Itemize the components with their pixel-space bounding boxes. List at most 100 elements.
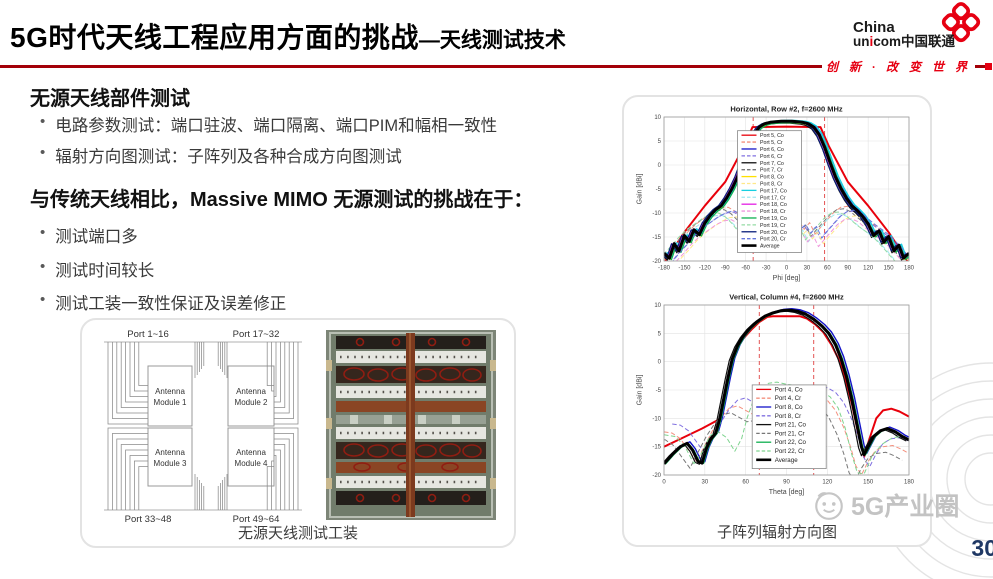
coil-row bbox=[343, 337, 482, 503]
chart-series bbox=[664, 308, 909, 475]
bullet-item: • 测试时间较长 bbox=[40, 257, 154, 281]
svg-text:Port 8, Cr: Port 8, Cr bbox=[760, 181, 783, 187]
svg-text:Port 8, Co: Port 8, Co bbox=[775, 404, 803, 411]
section2-heading: 与传统天线相比，Massive MIMO 无源测试的挑战在于： bbox=[30, 189, 534, 211]
svg-text:180: 180 bbox=[904, 266, 915, 272]
svg-text:Horizontal, Row #2, f=2600 MHz: Horizontal, Row #2, f=2600 MHz bbox=[730, 105, 843, 114]
page-title-main: 5G时代天线工程应用方面的挑战 bbox=[10, 22, 419, 53]
svg-text:Port 6, Cr: Port 6, Cr bbox=[760, 154, 783, 160]
svg-text:Port 1~16: Port 1~16 bbox=[127, 329, 168, 340]
watermark-5g: 5G产业圈 bbox=[812, 487, 959, 523]
bullet-dot: • bbox=[40, 113, 46, 130]
svg-text:Theta [deg]: Theta [deg] bbox=[769, 489, 804, 496]
svg-text:Average: Average bbox=[775, 457, 798, 464]
svg-text:-60: -60 bbox=[741, 266, 750, 272]
brand-cn: 中国联通 bbox=[901, 34, 956, 50]
bullet-text: 辐射方向图测试：子阵列及各种合成方向图测试 bbox=[55, 148, 402, 166]
svg-text:Port 18, Cr: Port 18, Cr bbox=[760, 209, 786, 215]
svg-text:150: 150 bbox=[884, 266, 895, 272]
svg-text:Vertical, Column #4, f=2600 MH: Vertical, Column #4, f=2600 MHz bbox=[729, 293, 844, 302]
svg-text:Module 1: Module 1 bbox=[154, 398, 187, 407]
page-title-sub: —天线测试技术 bbox=[418, 29, 566, 52]
svg-text:Module 2: Module 2 bbox=[235, 398, 268, 407]
svg-text:60: 60 bbox=[824, 266, 831, 272]
svg-text:-5: -5 bbox=[656, 187, 662, 193]
antenna-photo bbox=[326, 330, 496, 520]
svg-text:0: 0 bbox=[658, 360, 662, 366]
svg-text:-30: -30 bbox=[762, 266, 771, 272]
svg-text:Port 17, Cr: Port 17, Cr bbox=[760, 195, 786, 201]
bullet-text: 测试端口多 bbox=[55, 228, 138, 246]
bullet-text: 电路参数测试：端口驻波、端口隔离、端口PIM和幅相一致性 bbox=[55, 117, 498, 135]
svg-text:Port 19, Co: Port 19, Co bbox=[760, 216, 787, 222]
header-rule: 创 新 · 改 变 世 界 bbox=[0, 58, 993, 74]
svg-text:-180: -180 bbox=[658, 266, 671, 272]
bullet-item: • 测试工装一致性保证及误差修正 bbox=[40, 290, 286, 314]
svg-text:Port 21, Cr: Port 21, Cr bbox=[775, 430, 805, 437]
bullet-dot: • bbox=[40, 258, 46, 275]
bullet-dot: • bbox=[40, 224, 46, 241]
radiation-pattern-panel: -180 -150 -120 -90 -60 -30 0 30 60 90 120 150 180 -20… bbox=[622, 95, 932, 547]
svg-text:-20: -20 bbox=[652, 259, 661, 265]
svg-text:Port 17~32: Port 17~32 bbox=[233, 329, 280, 340]
svg-text:0: 0 bbox=[662, 480, 666, 486]
page-number: 30 bbox=[971, 535, 993, 561]
wechat-face-icon bbox=[815, 492, 843, 520]
svg-text:Port 7, Cr: Port 7, Cr bbox=[760, 168, 783, 174]
svg-text:Port 6, Co: Port 6, Co bbox=[760, 147, 784, 153]
svg-text:Port 8, Cr: Port 8, Cr bbox=[775, 413, 801, 420]
svg-text:-10: -10 bbox=[652, 416, 661, 422]
svg-text:Port 18, Co: Port 18, Co bbox=[760, 202, 787, 208]
svg-text:Port 21, Co: Port 21, Co bbox=[775, 422, 807, 429]
svg-text:Port 20, Co: Port 20, Co bbox=[760, 230, 787, 236]
svg-text:Gain [dBi]: Gain [dBi] bbox=[637, 174, 644, 205]
svg-text:30: 30 bbox=[804, 266, 811, 272]
svg-text:Port 17, Co: Port 17, Co bbox=[760, 188, 787, 194]
photo-bands bbox=[326, 333, 496, 517]
unicom-brand-text: China unicom中国联通 bbox=[853, 20, 955, 49]
bullet-dot: • bbox=[40, 291, 46, 308]
port-fanout-lines bbox=[107, 342, 299, 510]
svg-text:5: 5 bbox=[658, 139, 662, 145]
photo-side-tabs bbox=[326, 360, 496, 489]
watermark-text: 5G产业圈 bbox=[851, 493, 960, 521]
svg-text:0: 0 bbox=[785, 266, 789, 272]
page-title: 5G时代天线工程应用方面的挑战—天线测试技术 bbox=[10, 16, 566, 56]
radiation-chart-horizontal: -180 -150 -120 -90 -60 -30 0 30 60 90 120 150 180-20… bbox=[634, 102, 918, 288]
svg-text:Phi [deg]: Phi [deg] bbox=[773, 275, 801, 282]
svg-text:Average: Average bbox=[760, 244, 780, 250]
svg-text:0: 0 bbox=[658, 163, 662, 169]
header-rule-line-short bbox=[975, 64, 985, 68]
left-panel-caption: 无源天线测试工装 bbox=[237, 525, 358, 542]
svg-text:Port 5, Co: Port 5, Co bbox=[760, 133, 784, 139]
svg-text:-5: -5 bbox=[656, 388, 662, 394]
svg-text:-10: -10 bbox=[652, 211, 661, 217]
unicom-tagline: 创 新 · 改 变 世 界 bbox=[825, 59, 971, 74]
svg-text:150: 150 bbox=[863, 480, 874, 486]
unicom-knot-icon bbox=[941, 2, 981, 43]
svg-text:Port 22, Co: Port 22, Co bbox=[775, 439, 807, 446]
svg-text:Antenna: Antenna bbox=[236, 448, 266, 457]
svg-text:Port 22, Cr: Port 22, Cr bbox=[775, 448, 805, 455]
svg-text:-15: -15 bbox=[652, 235, 661, 241]
svg-text:120: 120 bbox=[863, 266, 874, 272]
svg-text:-90: -90 bbox=[721, 266, 730, 272]
svg-text:Port 8, Co: Port 8, Co bbox=[760, 175, 784, 181]
bullet-item: • 测试端口多 bbox=[40, 223, 138, 247]
header-rule-line bbox=[0, 64, 822, 68]
bullet-dot: • bbox=[40, 144, 46, 161]
svg-text:30: 30 bbox=[701, 480, 708, 486]
brand-unicom: unicom中国联通 bbox=[853, 34, 956, 50]
radiation-chart-vertical: 0 30 60 90 120 150 180 -20 -15 -10 -5 0 5 10 Vertical,… bbox=[634, 290, 918, 502]
svg-text:-150: -150 bbox=[678, 266, 691, 272]
svg-text:10: 10 bbox=[654, 303, 661, 309]
svg-text:-20: -20 bbox=[652, 473, 661, 479]
chart-legend: Port 4, Co Port 4, Cr Port 8, Co Port 8, Cr… bbox=[751, 384, 827, 469]
svg-text:Port 4, Cr: Port 4, Cr bbox=[775, 395, 801, 402]
test-fixture-panel: Port 1~16 Port 17~32 Port 33~48 Port 49~64 A… bbox=[80, 318, 516, 548]
svg-text:90: 90 bbox=[783, 480, 790, 486]
header-rule-square bbox=[985, 62, 992, 70]
svg-text:Module 3: Module 3 bbox=[154, 459, 187, 468]
svg-text:Port 49~64: Port 49~64 bbox=[233, 514, 280, 525]
svg-text:Port 20, Cr: Port 20, Cr bbox=[760, 237, 786, 243]
